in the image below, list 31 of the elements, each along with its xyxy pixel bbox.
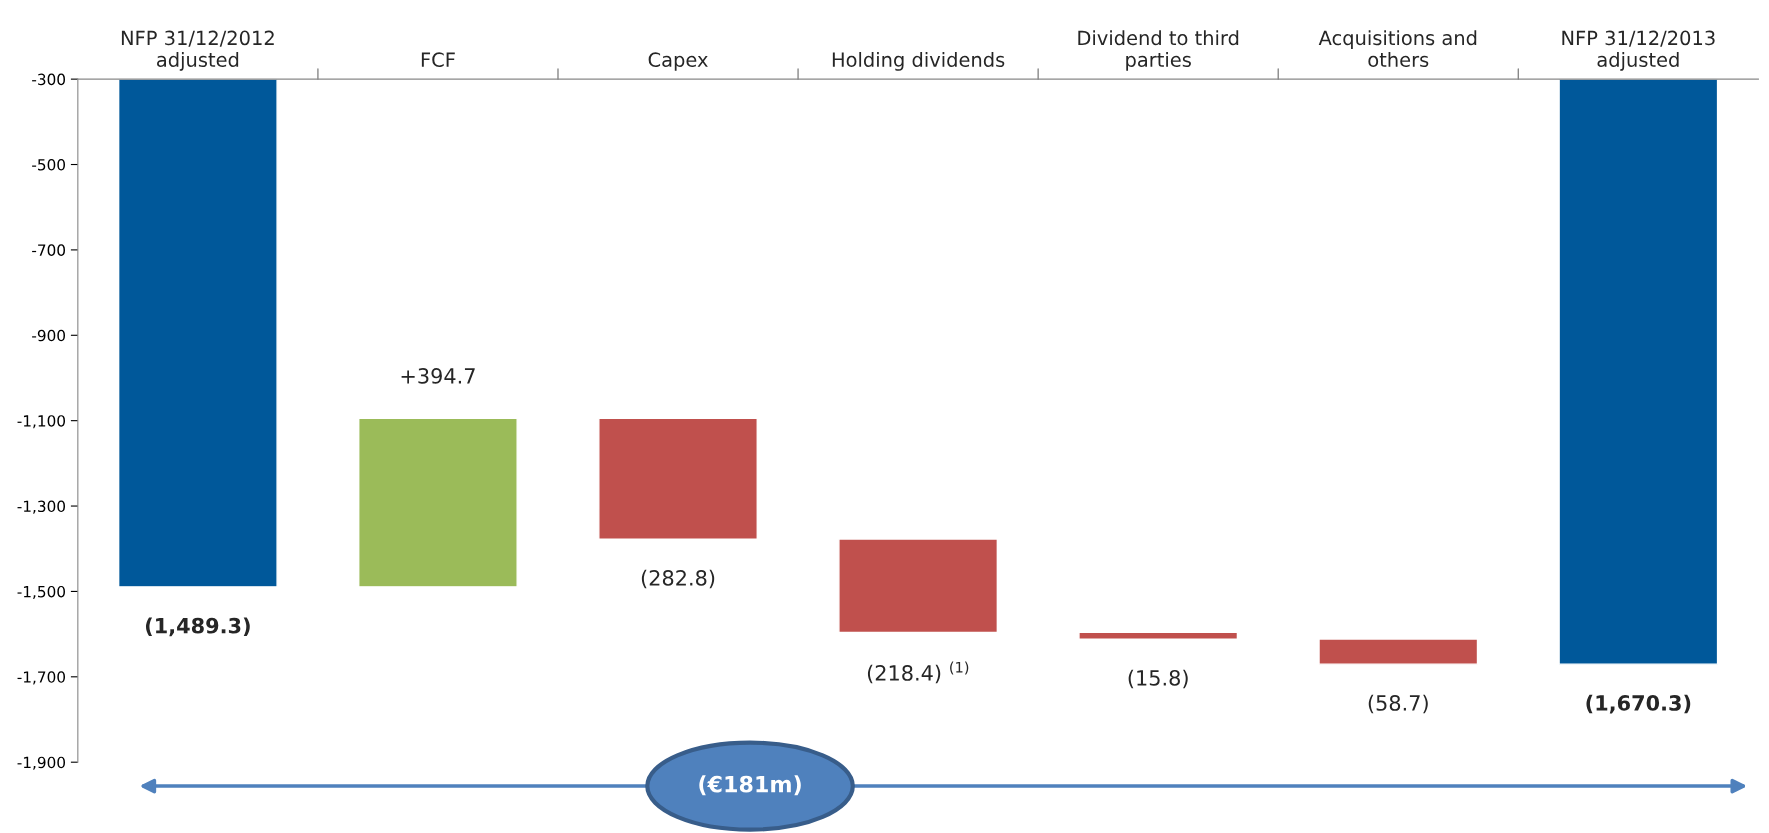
data-label: (218.4) $^{(1)}$ xyxy=(867,661,969,684)
bar xyxy=(1318,638,1479,665)
x-tick-label: NFP 31/12/2013 adjusted xyxy=(1562,30,1715,71)
x-tick-label: Dividend to third parties xyxy=(1078,30,1239,71)
y-tick-label: -500 xyxy=(32,158,66,171)
bar xyxy=(358,417,518,588)
bar xyxy=(598,417,758,540)
x-tick-label: Acquisitions and others xyxy=(1318,30,1477,68)
y-tick-label: -1,500 xyxy=(17,585,66,600)
data-label: (58.7) xyxy=(1368,694,1428,714)
data-label: (15.8) xyxy=(1128,669,1188,689)
bar xyxy=(117,79,278,588)
x-tick-label: NFP 31/12/2012 adjusted xyxy=(121,30,274,71)
y-tick-label: -1,900 xyxy=(17,756,66,770)
x-tick-label: Holding dividends xyxy=(832,51,1005,71)
bar xyxy=(838,538,999,634)
data-label: (1,489.3) xyxy=(145,617,250,637)
bar xyxy=(1558,79,1719,665)
x-tick-label: FCF xyxy=(421,52,455,68)
bar xyxy=(1078,631,1239,640)
text: (€181m) xyxy=(699,775,801,796)
data-label: +394.7 xyxy=(401,368,475,384)
data-label: (1,670.3) xyxy=(1586,694,1691,714)
x-tick-label: Capex xyxy=(648,52,708,71)
y-tick-label: -1,700 xyxy=(17,671,66,685)
y-tick-label: -300 xyxy=(32,73,66,86)
y-tick-label: -700 xyxy=(32,244,66,256)
data-label: (282.8) xyxy=(641,569,715,589)
y-tick-label: -1,300 xyxy=(17,500,66,514)
y-tick-label: -1,100 xyxy=(17,415,66,429)
y-tick-label: -900 xyxy=(32,329,66,342)
